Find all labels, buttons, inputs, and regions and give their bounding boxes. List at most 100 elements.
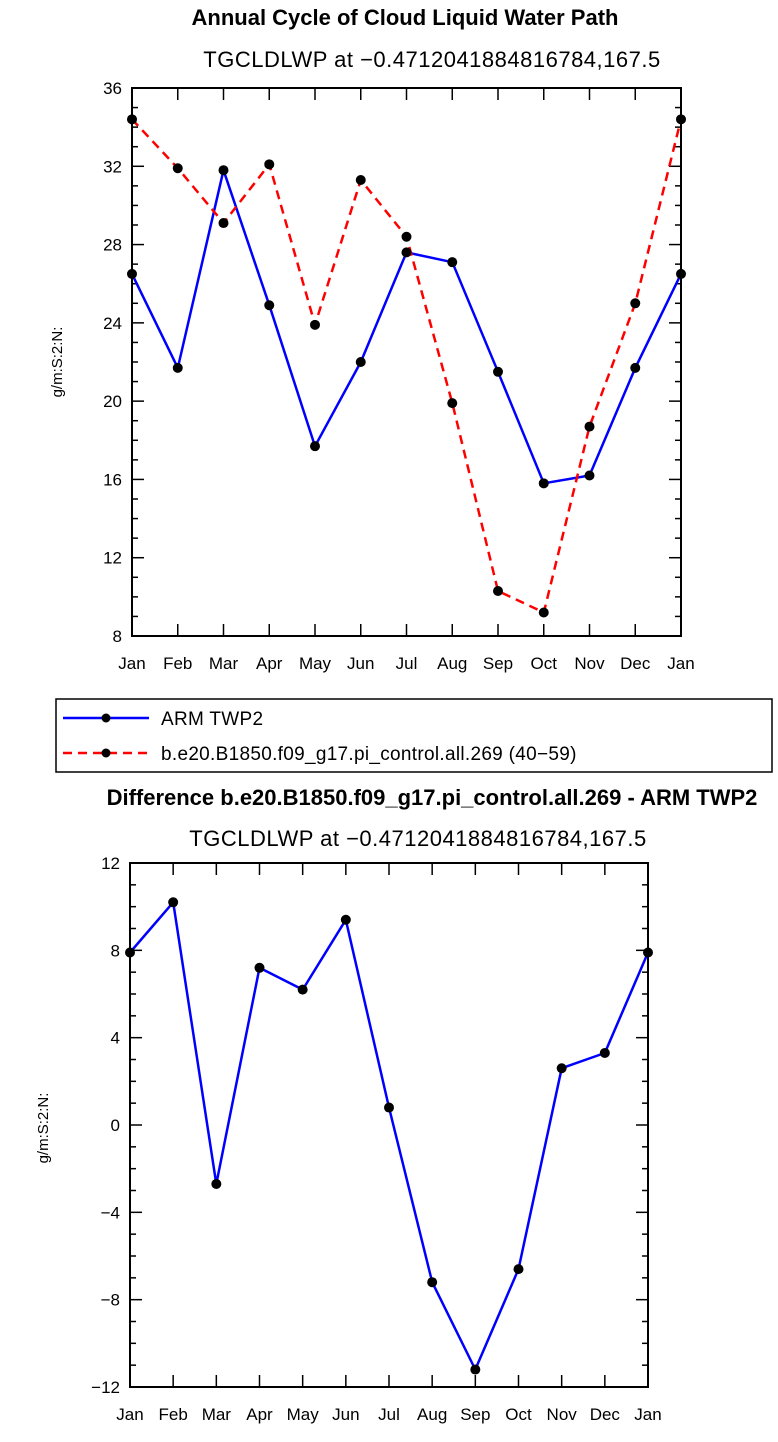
panel1-series-1-point (584, 421, 595, 432)
panel1-ytick-label: 24 (103, 314, 122, 333)
panel1-series-1-point (538, 607, 549, 618)
panel2-ytick-label: −4 (101, 1203, 120, 1222)
panel2-ytick-label: 0 (111, 1116, 120, 1135)
panel2-series-0-point (384, 1102, 394, 1113)
panel2-xtick-label: Sep (460, 1405, 490, 1424)
panel-difference: Difference b.e20.B1850.f09_g17.pi_contro… (35, 785, 757, 1424)
panel2-series-0-point (556, 1063, 567, 1074)
panel1-series-1-point (630, 298, 641, 309)
panel2-axes: −12 −8 −4 0 4 8 12 Jan Feb Mar Apr May Jun Jul Aug Sep O… (91, 854, 662, 1424)
panel2-ylabel: g/m:S:2:N: (35, 1093, 52, 1164)
panel1-series-1-point (172, 163, 183, 174)
panel1-ylabel: g/m:S:2:N: (49, 327, 66, 398)
panel1-subtitle: TGCLDLWP at −0.4712041884816784,167.5 (203, 47, 660, 72)
panel1-series-0-point (310, 441, 320, 452)
panel2-xtick-label: Aug (417, 1405, 447, 1424)
panel1-series-1-point (218, 218, 229, 229)
panel1-ytick-label: 28 (103, 236, 122, 255)
panel2-series-0-point (599, 1047, 610, 1058)
panel1-series-0-point (538, 478, 549, 489)
panel1-series-line-1 (131, 118, 683, 614)
panel1-axes: 8 12 16 20 24 28 32 36 Jan Feb Mar Apr May Jun Jul Aug S… (103, 79, 695, 673)
panel1-ytick-label: 32 (103, 157, 122, 176)
panel1-series-0-point (493, 366, 503, 377)
panel1-xtick-label: Jan (118, 654, 145, 673)
panel2-series-0-point (340, 914, 351, 925)
panel1-series-0-point (447, 257, 458, 268)
panel1-xtick-label: Oct (531, 654, 558, 673)
panel2-ytick-label: −8 (101, 1291, 120, 1310)
panel2-xtick-label: Jan (116, 1405, 143, 1424)
panel1-xtick-label: Sep (483, 654, 513, 673)
panel2-xtick-label: Apr (246, 1405, 273, 1424)
panel2-series-0-point (427, 1277, 438, 1288)
panel2-xtick-label: Nov (547, 1405, 578, 1424)
panel2-series-0-point (297, 984, 308, 995)
panel2-ytick-label: 4 (111, 1029, 120, 1048)
panel1-series-line-0 (130, 168, 683, 485)
panel1-ytick-label: 20 (103, 392, 122, 411)
panel2-series-0-point (513, 1264, 524, 1275)
panel2-series-0-point (125, 947, 135, 958)
panel1-series-1-point (264, 159, 275, 170)
panel1-xtick-label: Jan (667, 654, 694, 673)
panel1-series-0-point (630, 362, 641, 373)
panel1-series-0-point (172, 362, 183, 373)
legend-marker-arm (101, 713, 111, 723)
panel2-title: Difference b.e20.B1850.f09_g17.pi_contro… (107, 785, 758, 810)
panel1-title: Annual Cycle of Cloud Liquid Water Path (192, 5, 619, 30)
legend-box (55, 698, 773, 773)
panel1-xtick-label: May (299, 654, 332, 673)
panel1-xtick-label: Jul (396, 654, 418, 673)
panel1-plot-area (127, 114, 686, 618)
panel1-ytick-label: 12 (103, 549, 122, 568)
panel1-series-1-point (310, 319, 320, 330)
panel2-xtick-label: May (287, 1405, 320, 1424)
panel2-series-0-point (211, 1178, 222, 1189)
panel2-series-0-point (643, 947, 653, 958)
panel-annual-cycle: Annual Cycle of Cloud Liquid Water Path … (49, 5, 695, 673)
panel2-plot-area (125, 897, 653, 1375)
panel2-xtick-label: Feb (159, 1405, 188, 1424)
panel2-series-line-0 (129, 901, 650, 1371)
panel1-series-1-point (401, 231, 412, 242)
panel1-series-0-point (676, 268, 686, 279)
panel2-ytick-label: 12 (101, 854, 120, 873)
panel1-xtick-label: Mar (209, 654, 239, 673)
panel1-series-1-point (447, 398, 458, 409)
panel2-xtick-label: Jan (634, 1405, 661, 1424)
panel1-series-0-point (401, 247, 412, 258)
legend: ARM TWP2 b.e20.B1850.f09_g17.pi_control.… (55, 698, 773, 773)
panel2-subtitle: TGCLDLWP at −0.4712041884816784,167.5 (189, 826, 646, 851)
panel2-series-0-point (168, 897, 179, 908)
panel2-xtick-label: Oct (505, 1405, 532, 1424)
panel2-ytick-label: −12 (91, 1378, 120, 1397)
panel1-series-0-point (127, 268, 137, 279)
legend-label-model: b.e20.B1850.f09_g17.pi_control.all.269 (… (161, 744, 577, 765)
panel2-series-0-point (470, 1364, 481, 1375)
panel1-frame (131, 87, 682, 637)
panel1-ytick-label: 36 (103, 79, 122, 98)
panel1-series-0-point (584, 470, 595, 481)
panel1-xtick-label: Dec (620, 654, 651, 673)
panel2-xtick-label: Jul (378, 1405, 400, 1424)
panel1-series-0-point (218, 165, 229, 176)
panel1-series-0-point (264, 300, 275, 311)
panel1-xtick-label: Feb (163, 654, 192, 673)
panel1-series-1-point (127, 114, 137, 125)
panel1-xtick-label: Apr (256, 654, 283, 673)
panel1-xtick-label: Nov (574, 654, 605, 673)
panel1-xtick-label: Jun (347, 654, 374, 673)
panel1-ytick-label: 16 (103, 470, 122, 489)
panel1-series-1-point (676, 114, 686, 125)
panel1-ytick-label: 8 (113, 627, 122, 646)
panel2-ytick-label: 8 (111, 941, 120, 960)
panel2-xtick-label: Dec (590, 1405, 621, 1424)
panel1-series-1-point (355, 174, 366, 185)
panel2-series-0-point (254, 962, 265, 973)
panel1-series-1-point (493, 585, 503, 596)
panel1-xtick-label: Aug (437, 654, 467, 673)
panel1-series-0-point (355, 357, 366, 367)
